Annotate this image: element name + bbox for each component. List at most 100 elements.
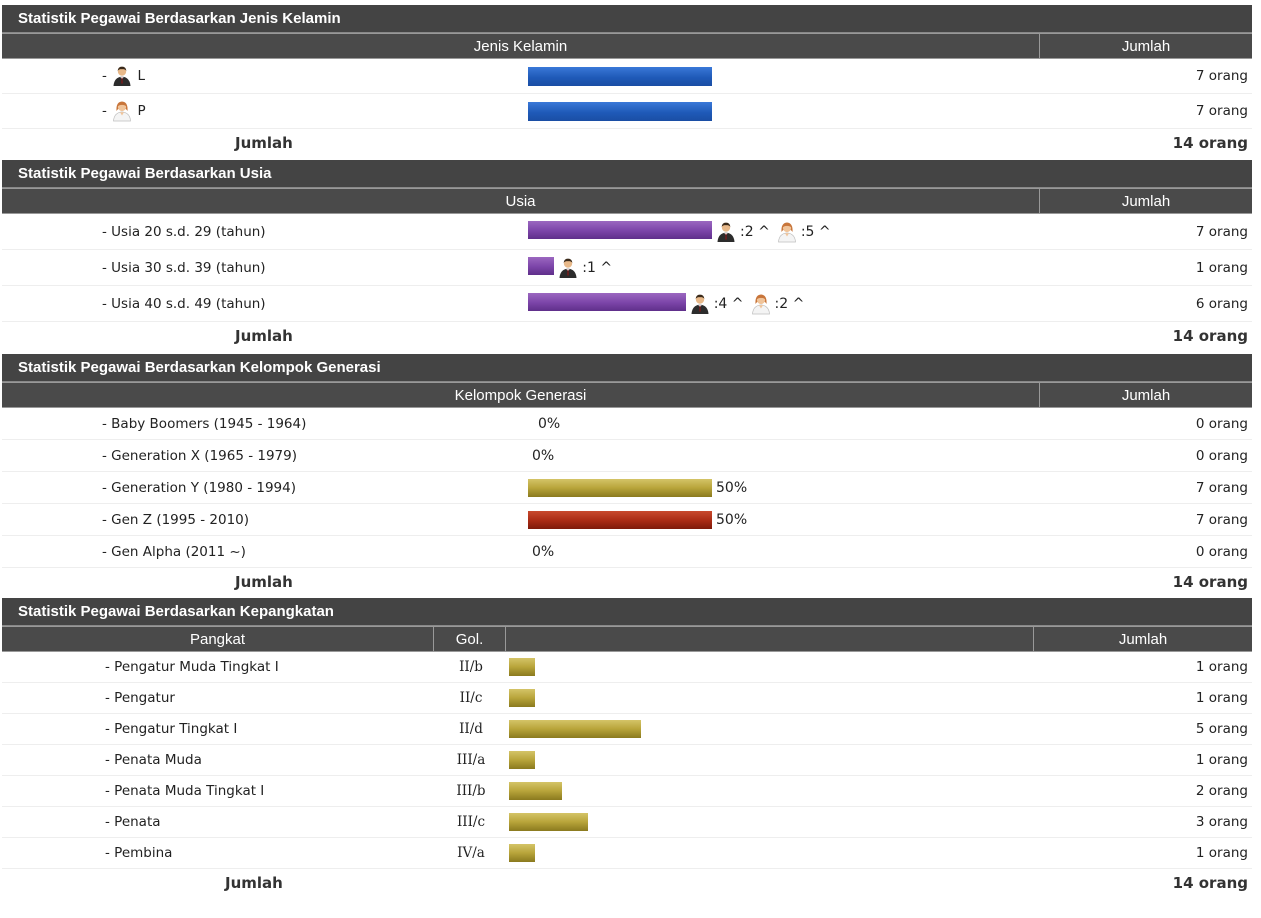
row-value: 1 orang (1195, 752, 1248, 768)
percent-label: 0% (538, 415, 561, 432)
table-row: - Pengatur Muda Tingkat I II/b 1 orang (2, 652, 1252, 683)
male-count: :2 ^ (740, 223, 770, 240)
table-header: Kelompok Generasi Jumlah (2, 382, 1252, 408)
row-value: 7 orang (1195, 103, 1248, 119)
row-value: 7 orang (1195, 68, 1248, 84)
gender-label: P (137, 103, 146, 119)
gender-statistics-section: Statistik Pegawai Berdasarkan Jenis Kela… (2, 5, 1252, 157)
rank-bar (509, 720, 641, 738)
row-value: 3 orang (1195, 814, 1248, 830)
male-user-icon (557, 257, 579, 279)
table-header: Jenis Kelamin Jumlah (2, 33, 1252, 59)
rank-bar (509, 813, 589, 831)
gol-value: III/a (456, 752, 486, 768)
gol-value: III/b (456, 783, 486, 799)
rank-statistics-section: Statistik Pegawai Berdasarkan Kepangkata… (2, 598, 1252, 897)
section-title: Statistik Pegawai Berdasarkan Usia (2, 160, 1252, 188)
table-row: - Penata III/c 3 orang (2, 807, 1252, 838)
table-row: - L 7 orang (2, 59, 1252, 94)
gol-value: III/c (456, 814, 486, 830)
table-header: Pangkat Gol. Jumlah (2, 626, 1252, 652)
gender-breakdown: :1 ^ (557, 250, 612, 285)
female-user-icon (750, 293, 772, 315)
row-label: - Penata Muda Tingkat I (105, 783, 265, 799)
table-row: - Gen Alpha (2011 ~) 0% 0 orang (2, 536, 1252, 568)
table-row: - Gen Z (1995 - 2010) 50% 7 orang (2, 504, 1252, 536)
row-value: 7 orang (1195, 479, 1248, 496)
row-label: - Generation Y (1980 - 1994) (102, 479, 297, 496)
summary-label: Jumlah (235, 134, 293, 152)
age-statistics-section: Statistik Pegawai Berdasarkan Usia Usia … (2, 160, 1252, 350)
row-value: 1 orang (1195, 690, 1248, 706)
summary-value: 14 orang (1172, 874, 1248, 892)
rank-bar (509, 844, 536, 862)
gender-bar (528, 67, 712, 86)
rank-bar (509, 658, 536, 676)
column-header-total: Jumlah (1121, 38, 1171, 55)
row-dash: - (102, 103, 107, 119)
table-row: - Usia 40 s.d. 49 (tahun) :4 ^:2 ^ 6 orang (2, 286, 1252, 322)
age-bar (528, 257, 555, 275)
summary-row: Jumlah 14 orang (2, 869, 1252, 897)
row-label: - Penata (105, 814, 161, 830)
column-header-category: Jenis Kelamin (2, 34, 1040, 58)
table-row: - Generation X (1965 - 1979) 0% 0 orang (2, 440, 1252, 472)
row-value: 7 orang (1195, 223, 1248, 240)
table-row: - Usia 20 s.d. 29 (tahun) :2 ^ :5 ^ 7 orang (2, 214, 1252, 250)
table-row: - Pembina IV/a 1 orang (2, 838, 1252, 869)
summary-value: 14 orang (1172, 327, 1248, 345)
row-label: - Baby Boomers (1945 - 1964) (102, 415, 307, 432)
rank-bar (509, 689, 536, 707)
male-user-icon (715, 221, 737, 243)
summary-label: Jumlah (235, 573, 293, 591)
age-bar (528, 221, 712, 239)
row-label: - Pengatur (105, 690, 175, 706)
row-value: 2 orang (1195, 783, 1248, 799)
table-row: - Pengatur II/c 1 orang (2, 683, 1252, 714)
column-header-category: Usia (2, 189, 1040, 213)
table-row: - Generation Y (1980 - 1994) 50% 7 orang (2, 472, 1252, 504)
rank-bar (509, 782, 562, 800)
table-row: - Usia 30 s.d. 39 (tahun):1 ^ 1 orang (2, 250, 1252, 286)
summary-label: Jumlah (235, 327, 293, 345)
summary-label: Jumlah (225, 874, 283, 892)
summary-value: 14 orang (1172, 134, 1248, 152)
row-value: 0 orang (1195, 447, 1248, 464)
table-row: - Penata Muda Tingkat I III/b 2 orang (2, 776, 1252, 807)
row-value: 1 orang (1195, 659, 1248, 675)
row-label: - P (102, 94, 146, 128)
section-title: Statistik Pegawai Berdasarkan Kepangkata… (2, 598, 1252, 626)
male-user-icon (689, 293, 711, 315)
gender-breakdown: :4 ^:2 ^ (689, 286, 804, 321)
gol-value: II/c (459, 690, 483, 706)
column-header-total: Jumlah (1121, 387, 1171, 404)
row-label: - Pembina (105, 845, 173, 861)
percent-label: 0% (532, 543, 555, 560)
row-value: 1 orang (1195, 845, 1248, 861)
section-title: Statistik Pegawai Berdasarkan Kelompok G… (2, 354, 1252, 382)
male-count: :4 ^ (713, 295, 744, 312)
gol-value: II/b (459, 659, 483, 675)
summary-row: Jumlah 14 orang (2, 129, 1252, 157)
table-row: - Pengatur Tingkat I II/d 5 orang (2, 714, 1252, 745)
row-label: - Gen Z (1995 - 2010) (102, 511, 250, 528)
row-value: 7 orang (1195, 511, 1248, 528)
column-header-gol: Gol. (434, 627, 506, 651)
female-count: :5 ^ (800, 223, 831, 240)
gol-value: II/d (459, 721, 483, 737)
summary-row: Jumlah 14 orang (2, 322, 1252, 350)
row-label: - Usia 20 s.d. 29 (tahun) (102, 223, 266, 240)
rank-bar (509, 751, 536, 769)
male-count: :1 ^ (582, 259, 613, 276)
gol-value: IV/a (457, 845, 485, 861)
column-header-bar (506, 627, 1034, 651)
row-dash: - (102, 68, 107, 84)
row-label: - Pengatur Muda Tingkat I (105, 659, 279, 675)
generation-bar (528, 511, 712, 529)
row-value: 6 orang (1195, 295, 1248, 312)
table-header: Usia Jumlah (2, 188, 1252, 214)
male-user-icon (111, 65, 133, 87)
row-label: - Usia 40 s.d. 49 (tahun) (102, 295, 266, 312)
percent-label: 50% (716, 511, 748, 528)
row-label: - L (102, 59, 145, 93)
